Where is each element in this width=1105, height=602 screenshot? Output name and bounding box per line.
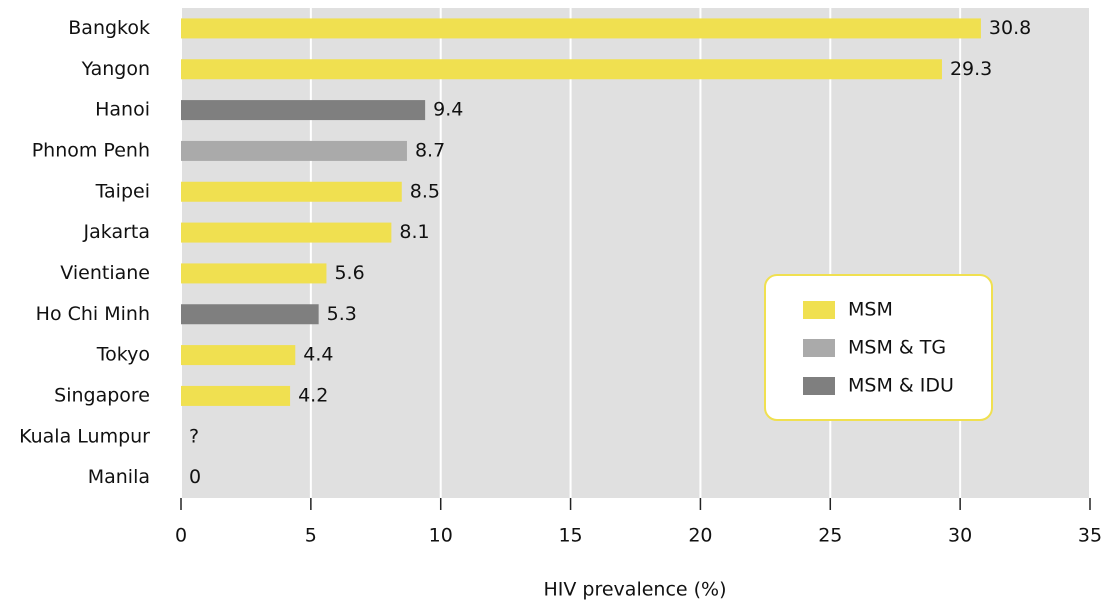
data-label: 8.7 [415, 139, 445, 161]
data-label: ? [189, 425, 199, 447]
data-label: 5.6 [334, 262, 364, 284]
x-tick-label: 15 [558, 525, 582, 547]
y-tick-label: Tokyo [96, 344, 150, 366]
legend-swatch [803, 339, 835, 357]
data-label: 8.1 [399, 221, 429, 243]
bar [181, 222, 392, 243]
y-tick-label: Singapore [54, 384, 150, 406]
y-tick-label: Ho Chi Minh [36, 303, 150, 325]
data-label: 8.5 [410, 180, 440, 202]
bar [181, 100, 426, 121]
bar [181, 18, 981, 39]
legend-label: MSM [848, 299, 893, 321]
legend-label: MSM & IDU [848, 375, 954, 397]
y-tick-label: Vientiane [60, 262, 150, 284]
bar [181, 345, 296, 366]
y-tick-label: Hanoi [95, 99, 150, 121]
x-tick-label: 30 [948, 525, 972, 547]
y-tick-label: Taipei [95, 180, 150, 202]
x-tick-label: 25 [818, 525, 842, 547]
legend-swatch [803, 377, 835, 395]
data-label: 29.3 [950, 58, 992, 80]
bar [181, 140, 407, 161]
bar [181, 263, 327, 284]
x-axis-label: HIV prevalence (%) [543, 579, 726, 601]
data-label: 4.4 [303, 344, 333, 366]
x-tick-label: 5 [305, 525, 317, 547]
x-tick-label: 0 [175, 525, 187, 547]
y-tick-label: Bangkok [68, 17, 150, 39]
y-tick-label: Manila [88, 466, 150, 488]
data-label: 5.3 [327, 303, 357, 325]
plot-area [180, 8, 1090, 498]
bar [181, 304, 319, 325]
legend-label: MSM & TG [848, 337, 946, 359]
bar [181, 181, 402, 202]
data-label: 30.8 [989, 17, 1031, 39]
legend-swatch [803, 301, 835, 319]
bar [181, 385, 291, 406]
data-label: 4.2 [298, 384, 328, 406]
x-tick-label: 10 [429, 525, 453, 547]
y-tick-label: Kuala Lumpur [19, 425, 150, 447]
data-label: 0 [189, 466, 201, 488]
y-tick-label: Phnom Penh [32, 139, 150, 161]
x-tick-label: 20 [688, 525, 712, 547]
bar [181, 59, 942, 80]
x-tick-label: 35 [1078, 525, 1102, 547]
data-label: 9.4 [433, 99, 463, 121]
y-tick-label: Jakarta [83, 221, 150, 243]
y-tick-label: Yangon [81, 58, 150, 80]
